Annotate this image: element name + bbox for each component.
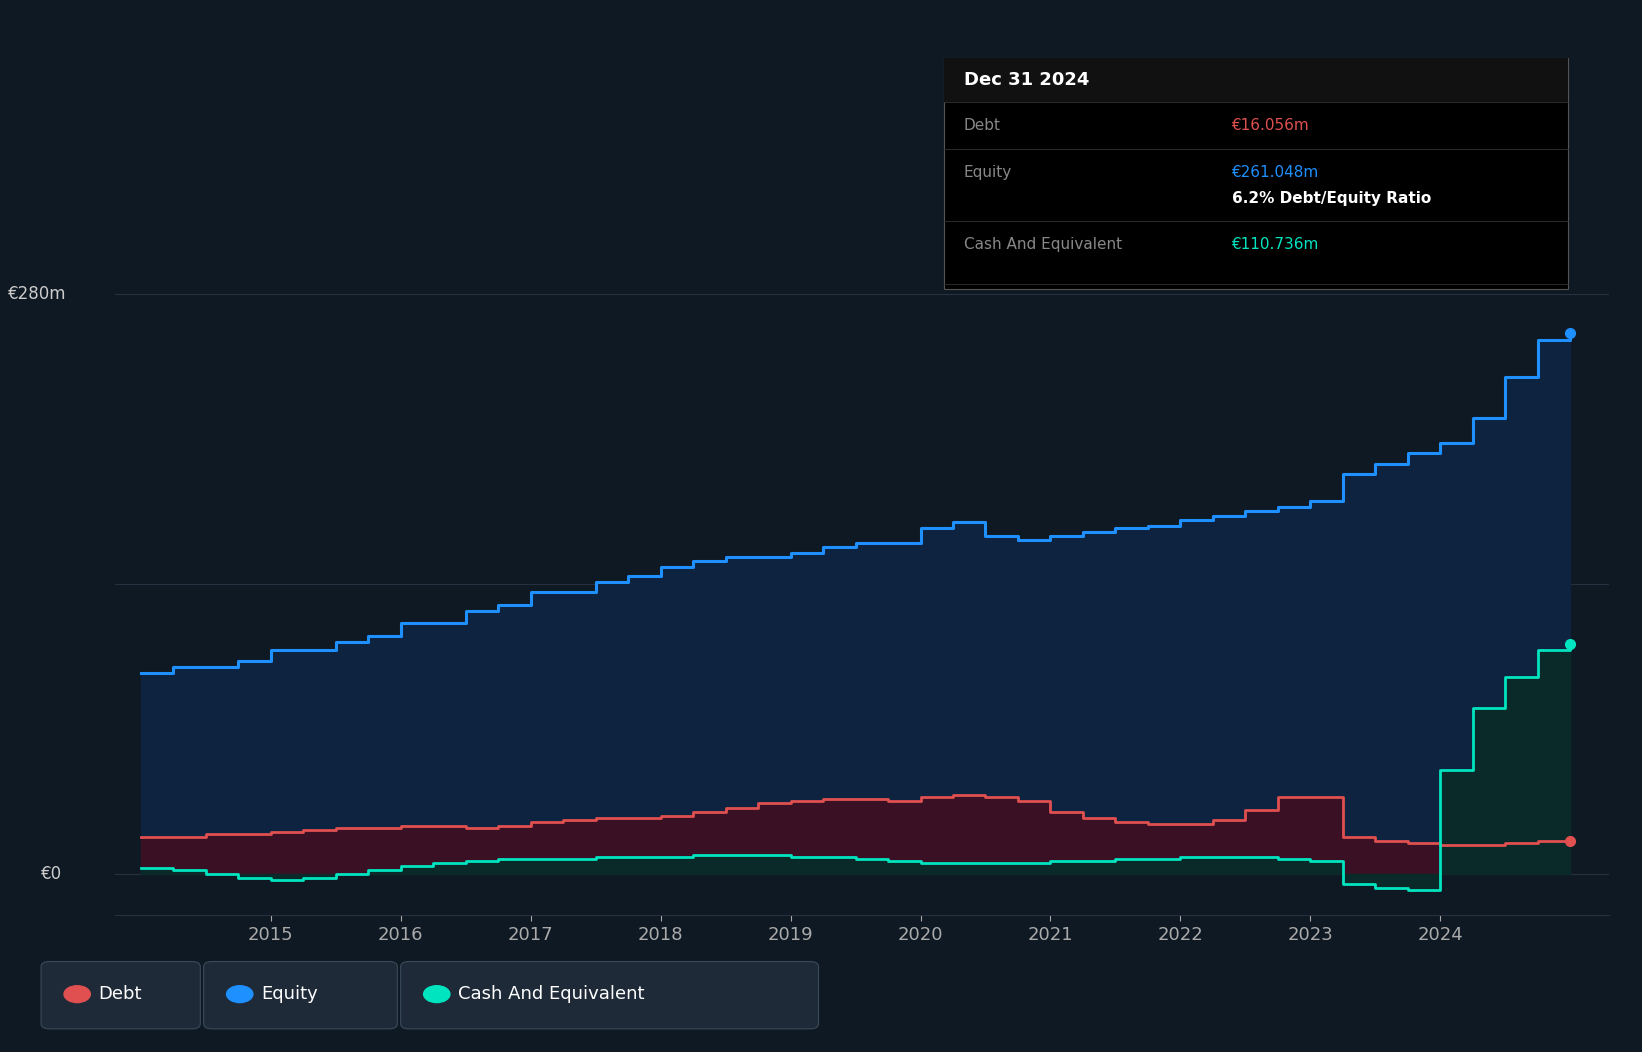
Text: €280m: €280m — [8, 285, 67, 303]
Text: €261.048m: €261.048m — [1232, 165, 1319, 180]
Text: Dec 31 2024: Dec 31 2024 — [964, 70, 1089, 89]
Text: 6.2% Debt/Equity Ratio: 6.2% Debt/Equity Ratio — [1232, 190, 1430, 205]
Text: Equity: Equity — [964, 165, 1011, 180]
Text: Debt: Debt — [99, 985, 141, 1004]
Text: €0: €0 — [41, 865, 62, 883]
Text: €16.056m: €16.056m — [1232, 118, 1309, 133]
Text: Equity: Equity — [261, 985, 319, 1004]
Text: Debt: Debt — [964, 118, 1002, 133]
Text: Cash And Equivalent: Cash And Equivalent — [458, 985, 645, 1004]
Text: Cash And Equivalent: Cash And Equivalent — [964, 238, 1121, 252]
Text: €110.736m: €110.736m — [1232, 238, 1319, 252]
